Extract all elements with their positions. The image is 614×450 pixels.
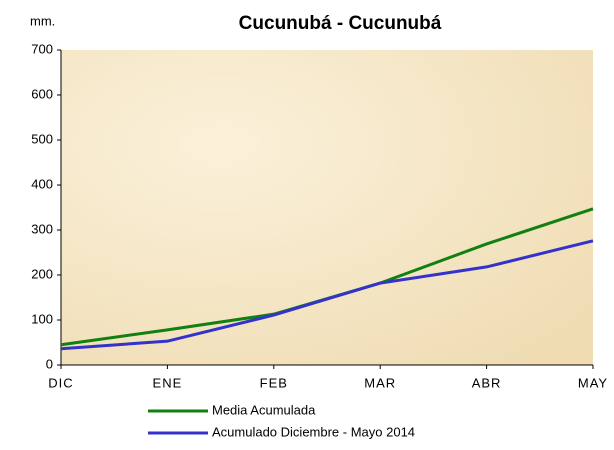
y-tick-label: 400 [31,176,53,191]
legend-label: Acumulado Diciembre - Mayo 2014 [212,424,415,439]
x-tick-label: MAY [578,375,608,390]
x-tick-label: MAR [364,375,396,390]
y-tick-label: 100 [31,311,53,326]
y-tick-label: 200 [31,266,53,281]
x-tick-label: ENE [153,375,183,390]
y-tick-label: 700 [31,41,53,56]
x-tick-label: DIC [48,375,73,390]
x-tick-label: FEB [260,375,288,390]
y-axis-label: mm. [30,13,55,28]
y-tick-label: 300 [31,221,53,236]
x-tick-label: ABR [472,375,502,390]
y-tick-label: 600 [31,86,53,101]
y-tick-label: 500 [31,131,53,146]
y-tick-label: 0 [46,356,53,371]
series-line [60,239,594,351]
plot-area [61,50,593,365]
legend-label: Media Acumulada [212,402,316,417]
chart-title: Cucunubá - Cucunubá [239,13,442,34]
